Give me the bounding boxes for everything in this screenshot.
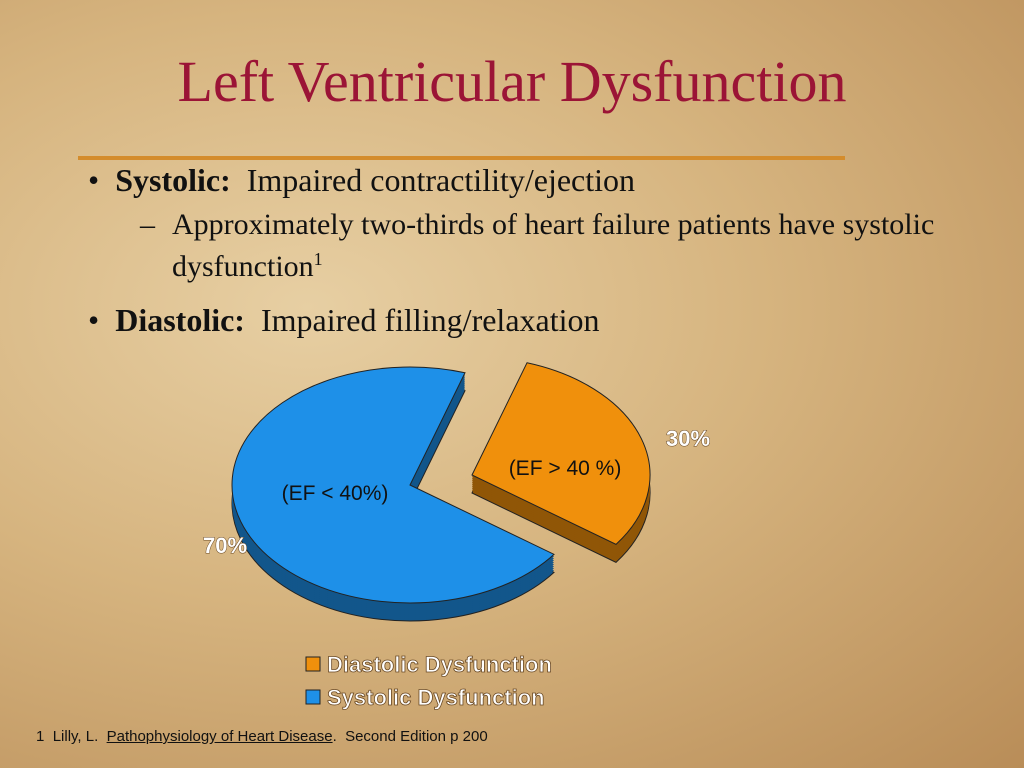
- bullet-label: Diastolic:: [115, 302, 245, 338]
- footnote: 1 Lilly, L. Pathophysiology of Heart Dis…: [36, 728, 488, 745]
- value-label: 70%: [203, 533, 247, 558]
- reference: 1: [313, 249, 323, 269]
- legend-swatch: [305, 656, 321, 672]
- footnote-rest: . Second Edition p 200: [332, 728, 488, 745]
- sub-bullet-text: Approximately two-thirds of heart failur…: [172, 208, 935, 283]
- footnote-book: Pathophysiology of Heart Disease: [106, 728, 333, 745]
- slice-annotation: (EF > 40 %): [509, 457, 622, 480]
- value-label: 30%: [666, 426, 710, 451]
- bullet-text: Impaired contractility/ejection: [246, 162, 636, 198]
- slide-title: Left Ventricular Dysfunction: [177, 49, 847, 114]
- pie-slice: [231, 366, 555, 604]
- footnote-number: 1: [36, 728, 45, 745]
- slice-annotation: (EF < 40%): [282, 482, 389, 505]
- bullet: • Systolic: Impaired contractility/eject…: [88, 162, 636, 198]
- pie-slice: [471, 362, 651, 545]
- sub-bullet: – Approximately two-thirds of heart failu…: [140, 208, 935, 283]
- title-rule: [78, 156, 845, 160]
- bullet: • Diastolic: Impaired filling/relaxation: [88, 302, 600, 338]
- legend-label: Diastolic Dysfunction: [327, 652, 552, 677]
- bullet-label: Systolic:: [115, 162, 231, 198]
- legend-label: Systolic Dysfunction: [327, 685, 545, 710]
- bullet-text: Impaired filling/relaxation: [260, 302, 600, 338]
- legend-swatch: [305, 689, 321, 705]
- footnote-author: Lilly, L.: [52, 728, 99, 745]
